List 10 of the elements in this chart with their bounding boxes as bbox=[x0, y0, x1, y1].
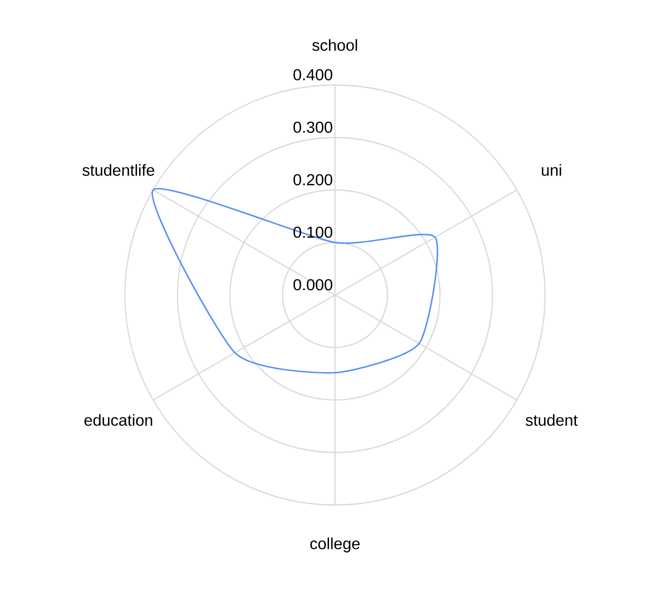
spoke-label: studentlife bbox=[82, 164, 154, 176]
y-tick-label: 0.400 bbox=[293, 69, 332, 80]
spoke-label: student bbox=[526, 414, 578, 426]
y-tick-label: 0.000 bbox=[293, 279, 332, 290]
y-tick-label: 0.200 bbox=[293, 174, 332, 186]
spoke-label: school bbox=[312, 39, 358, 51]
spoke-label: college bbox=[310, 538, 360, 552]
spoke-label: education bbox=[84, 414, 152, 426]
spoke-label: uni bbox=[542, 164, 562, 176]
y-tick-label: 0.300 bbox=[293, 122, 332, 133]
